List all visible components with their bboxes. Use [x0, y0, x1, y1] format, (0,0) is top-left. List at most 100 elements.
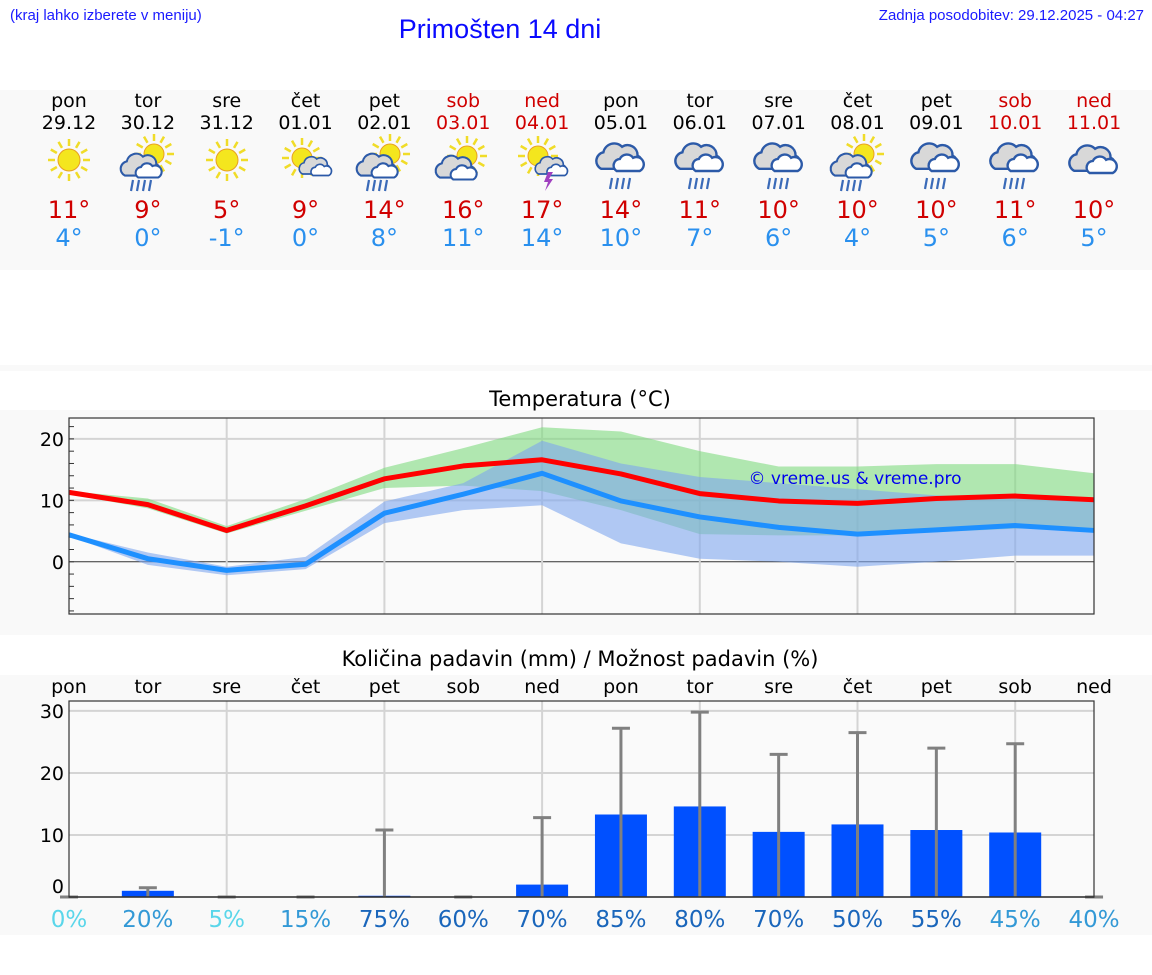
day-label: pon: [51, 676, 87, 698]
sun-cloud-rain-icon: [356, 134, 411, 192]
max-temperature: 11°: [993, 196, 1037, 224]
day-date: 01.01: [278, 112, 333, 134]
day-column: sob 10.01 11° 6°: [975, 90, 1055, 252]
day-label: ned: [1076, 676, 1112, 698]
max-temperature: 11°: [678, 196, 722, 224]
sun-small-cloud-icon: [281, 138, 332, 178]
day-column: pet 09.01 10° 5°: [896, 90, 976, 252]
day-date: 05.01: [593, 112, 649, 134]
min-temperature: 6°: [1001, 224, 1029, 252]
day-name: ned: [1076, 90, 1112, 112]
day-label: sob: [446, 676, 480, 698]
min-temperature: 4°: [843, 224, 872, 252]
day-label: sob: [998, 676, 1032, 698]
day-column: sre 31.12 5° -1°: [187, 90, 267, 252]
day-column: pon 29.12 11° 4°: [29, 90, 109, 252]
min-temperature: 5°: [922, 224, 950, 252]
precipitation-probability: 70%: [517, 907, 568, 933]
day-column: čet 01.01 9° 0°: [266, 90, 346, 252]
day-column: sob 03.01 16° 11°: [423, 90, 503, 252]
day-date: 02.01: [357, 112, 412, 134]
y-tick-label: 30: [40, 701, 64, 723]
day-name: čet: [842, 90, 873, 112]
day-name: ned: [524, 90, 560, 112]
min-temperature: 8°: [370, 224, 399, 252]
precipitation-probability: 40%: [1068, 907, 1119, 933]
min-temperature: 14°: [520, 224, 564, 252]
sun-icon: [205, 139, 248, 181]
min-temperature: 0°: [134, 224, 162, 252]
plot-frame: [68, 417, 1095, 615]
day-label: tor: [134, 676, 161, 698]
daily-forecast-panel: [0, 90, 1152, 270]
day-name: sob: [998, 90, 1032, 112]
min-temperature: 7°: [686, 224, 714, 252]
cloud-rain-icon: [673, 142, 724, 190]
cloud-rain-icon: [595, 142, 645, 190]
day-label: sre: [212, 676, 241, 698]
last-updated: Zadnja posodobitev: 29.12.2025 - 04:27: [878, 7, 1144, 24]
max-temperature: 10°: [1072, 196, 1116, 224]
max-temperature: 14°: [363, 196, 406, 224]
sun-cloud-rain-icon: [829, 134, 884, 192]
min-temperature-line: [68, 470, 1095, 573]
day-date: 04.01: [514, 112, 570, 134]
location-menu-hint: (kraj lahko izberete v meniju): [10, 7, 202, 24]
max-temperature: 17°: [520, 196, 564, 224]
day-column: pet 02.01 14° 8°: [344, 90, 424, 252]
day-label: sre: [764, 676, 793, 698]
day-date: 10.01: [987, 112, 1043, 134]
day-label: tor: [686, 676, 713, 698]
y-tick-label: 0: [52, 552, 64, 574]
y-tick-label: 10: [40, 825, 64, 847]
day-date: 06.01: [672, 112, 727, 134]
day-name: pet: [368, 90, 400, 112]
precipitation-probability: 20%: [122, 907, 173, 933]
day-label: pet: [921, 676, 952, 698]
max-temperature: 10°: [757, 196, 800, 224]
precipitation-probability: 85%: [595, 907, 646, 933]
day-date: 29.12: [41, 112, 97, 134]
cloud-rain-icon: [989, 142, 1040, 190]
day-name: pon: [603, 90, 639, 112]
precipitation-chart-title: Količina padavin (mm) / Možnost padavin …: [341, 647, 819, 671]
day-label: pet: [369, 676, 400, 698]
day-name: tor: [134, 90, 162, 112]
precipitation-probability: 0%: [51, 907, 88, 933]
day-name: tor: [686, 90, 714, 112]
precipitation-probability: 70%: [753, 907, 804, 933]
max-temperature-line: [68, 457, 1095, 533]
cloud-icon: [1068, 144, 1119, 175]
day-name: pet: [920, 90, 952, 112]
page-title: Primošten 14 dni: [398, 14, 602, 44]
y-tick-label: 10: [40, 490, 64, 512]
max-temperature: 9°: [134, 196, 162, 224]
day-column: čet 08.01 10° 4°: [818, 90, 898, 252]
day-column: pon 05.01 14° 10°: [581, 90, 661, 252]
day-label: čet: [843, 676, 873, 698]
precipitation-probability: 60%: [438, 907, 489, 933]
sun-thunder-icon: [518, 136, 569, 191]
day-label: čet: [291, 676, 321, 698]
day-column: tor 06.01 11° 7°: [660, 90, 740, 252]
day-column: ned 04.01 17° 14°: [502, 90, 582, 252]
precipitation-probability: 45%: [990, 907, 1041, 933]
min-temperature: 5°: [1080, 224, 1108, 252]
plot-frame: [68, 700, 1095, 898]
max-temperature: 10°: [836, 196, 879, 224]
day-column: tor 30.12 9° 0°: [108, 90, 188, 252]
sun-icon: [48, 139, 90, 181]
day-label: ned: [524, 676, 560, 698]
day-column: sre 07.01 10° 6°: [739, 90, 819, 252]
day-column: ned 11.01 10° 5°: [1054, 90, 1134, 252]
max-temperature: 10°: [915, 196, 958, 224]
day-date: 08.01: [830, 112, 885, 134]
day-name: sre: [764, 90, 794, 112]
day-name: sre: [212, 90, 242, 112]
day-date: 03.01: [436, 112, 491, 134]
min-temperature: 0°: [291, 224, 320, 252]
precipitation-probability: 55%: [911, 907, 962, 933]
divider: [0, 365, 1152, 371]
day-date: 30.12: [120, 112, 176, 134]
